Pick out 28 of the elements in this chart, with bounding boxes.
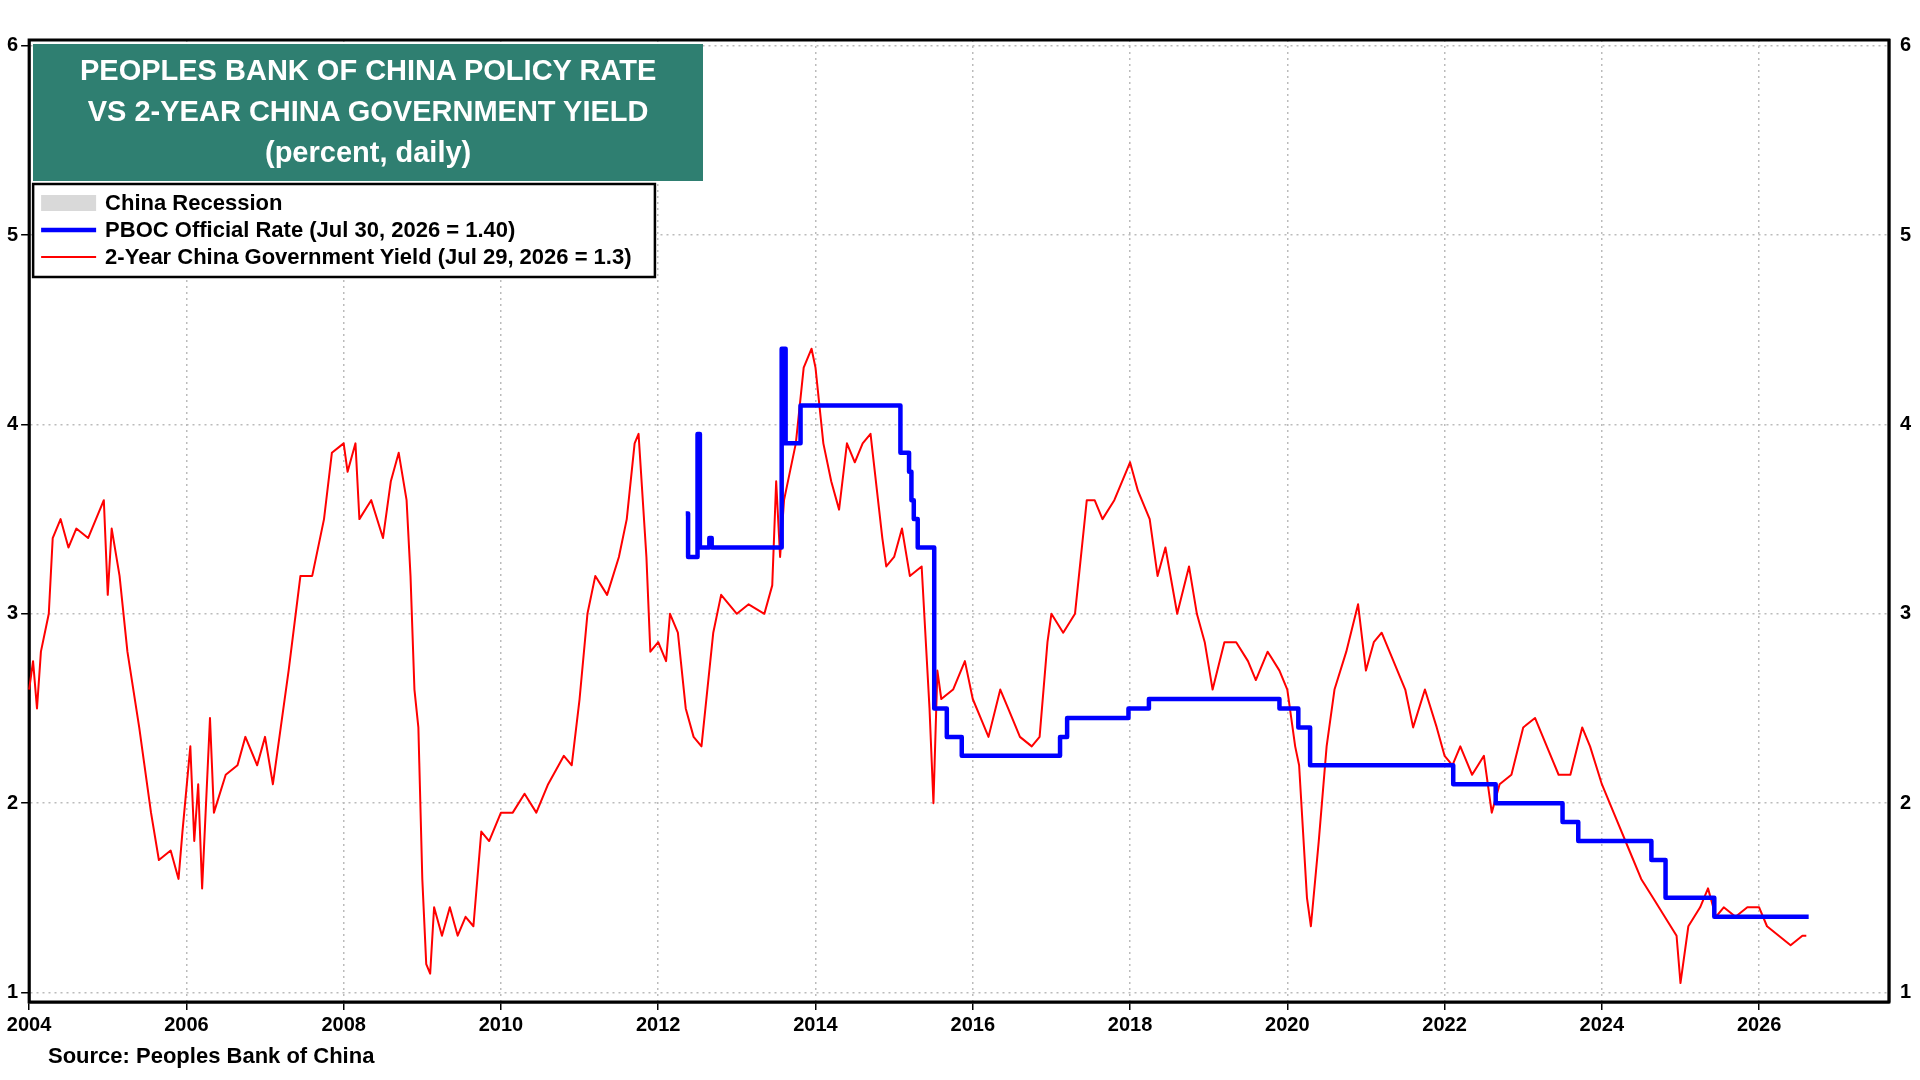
legend-label: PBOC Official Rate (Jul 30, 2026 = 1.40) <box>105 217 516 243</box>
y-tick-label: 3 <box>7 601 19 624</box>
y-tick-label: 5 <box>7 222 19 245</box>
y-tick-label: 6 <box>7 33 19 56</box>
x-tick-label: 2020 <box>1265 1012 1310 1035</box>
y2-tick-label: 2 <box>1899 790 1911 813</box>
y2-tick-label: 5 <box>1899 222 1911 245</box>
x-tick-label: 2018 <box>1107 1012 1153 1035</box>
legend-label: China Recession <box>105 190 283 216</box>
x-tick-label: 2006 <box>164 1012 209 1035</box>
x-tick-label: 2022 <box>1422 1012 1467 1035</box>
y-tick-label: 2 <box>7 790 19 813</box>
y-tick-label: 4 <box>7 411 19 434</box>
y2-tick-label: 6 <box>1899 33 1911 56</box>
x-tick-label: 2010 <box>478 1012 524 1035</box>
y2-tick-label: 4 <box>1899 411 1912 434</box>
y-tick-label: 1 <box>7 980 19 1003</box>
y2-tick-label: 1 <box>1899 980 1911 1003</box>
legend-label: 2-Year China Government Yield (Jul 29, 2026 = 1.3) <box>105 244 632 270</box>
y2-tick-label: 3 <box>1899 601 1911 624</box>
x-tick-label: 2016 <box>950 1012 996 1035</box>
x-tick-label: 2014 <box>793 1012 839 1035</box>
x-tick-label: 2004 <box>6 1012 53 1035</box>
source-note: Source: Peoples Bank of China <box>48 1043 375 1069</box>
x-tick-label: 2012 <box>635 1012 681 1035</box>
x-tick-label: 2008 <box>321 1012 366 1035</box>
x-tick-label: 2026 <box>1736 1012 1782 1035</box>
x-tick-label: 2024 <box>1579 1012 1625 1035</box>
